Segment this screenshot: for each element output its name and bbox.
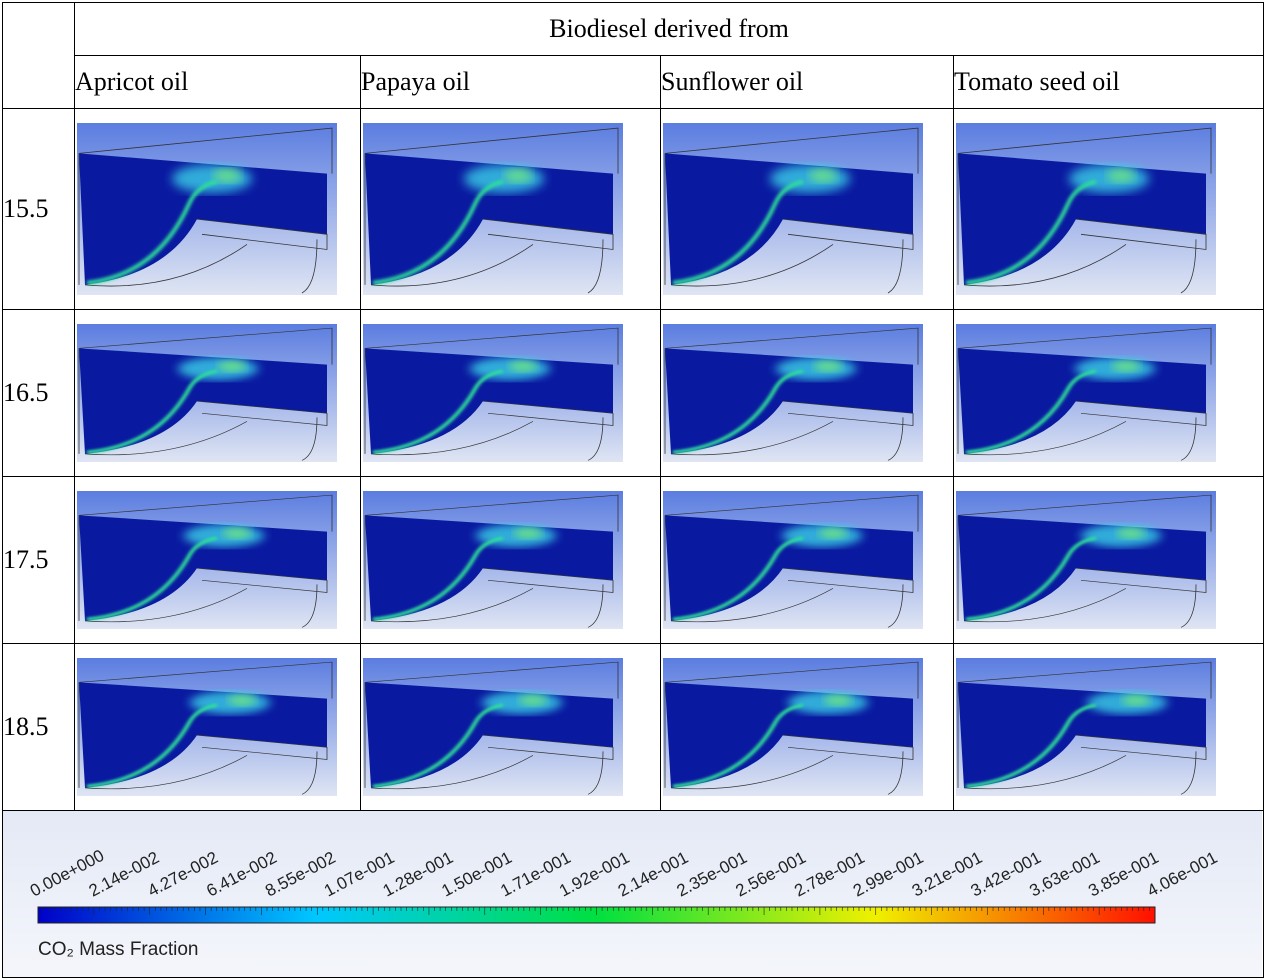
- simulation-image: [77, 658, 337, 796]
- image-cell: [75, 477, 361, 644]
- image-cell: [661, 477, 954, 644]
- column-header: Tomato seed oil: [954, 56, 1264, 109]
- header-cell: Biodiesel derived from: [75, 3, 1264, 56]
- simulation-image: [363, 123, 623, 295]
- plume-core: [1107, 169, 1135, 183]
- plume-core: [514, 528, 542, 539]
- image-cell: [75, 109, 361, 310]
- column-header: Apricot oil: [75, 56, 361, 109]
- image-cell: [361, 477, 661, 644]
- simulation-image: [363, 658, 623, 796]
- image-cell: [661, 644, 954, 811]
- image-cell: [75, 310, 361, 477]
- plume-core: [1112, 361, 1140, 372]
- simulation-image: [956, 658, 1216, 796]
- column-header: Papaya oil: [361, 56, 661, 109]
- row-label: 18.5: [3, 644, 75, 811]
- simulation-image: [956, 491, 1216, 629]
- plume: [184, 524, 264, 547]
- plume-core: [504, 169, 532, 183]
- table-row: 15.5: [3, 109, 1264, 310]
- legend-title: CO₂ Mass Fraction: [38, 939, 198, 960]
- image-cell: [361, 310, 661, 477]
- plume-core: [223, 528, 251, 539]
- plume: [770, 164, 850, 192]
- image-cell: [361, 109, 661, 310]
- table-row: 18.5: [3, 644, 1264, 811]
- simulation-image: [663, 658, 923, 796]
- page: Biodiesel derived from Apricot oilPapaya…: [0, 0, 1265, 974]
- results-table: Biodiesel derived from Apricot oilPapaya…: [2, 2, 1264, 978]
- plume-core: [218, 361, 246, 372]
- row-label: 16.5: [3, 310, 75, 477]
- plume-core: [1122, 695, 1150, 706]
- simulation-image: [663, 123, 923, 295]
- simulation-image: [363, 324, 623, 462]
- row-label: 17.5: [3, 477, 75, 644]
- colorbar: CO₂ Mass Fraction 0.00e+0002.14e-0024.27…: [3, 811, 1262, 977]
- header-row: Biodiesel derived from: [3, 3, 1264, 56]
- legend-cell: CO₂ Mass Fraction 0.00e+0002.14e-0024.27…: [3, 811, 1264, 978]
- table-row: 17.5: [3, 477, 1264, 644]
- image-cell: [954, 644, 1264, 811]
- image-cell: [661, 109, 954, 310]
- simulation-image: [663, 324, 923, 462]
- plume-core: [509, 361, 537, 372]
- plume-core: [1117, 528, 1145, 539]
- simulation-image: [663, 491, 923, 629]
- image-cell: [361, 644, 661, 811]
- plume-core: [814, 361, 842, 372]
- image-cell: [954, 310, 1264, 477]
- table-row: 16.5: [3, 310, 1264, 477]
- plume-core: [519, 695, 547, 706]
- simulation-image: [363, 491, 623, 629]
- image-cell: [954, 109, 1264, 310]
- simulation-image: [956, 324, 1216, 462]
- simulation-image: [77, 491, 337, 629]
- plume-core: [809, 169, 837, 183]
- image-cell: [75, 644, 361, 811]
- image-cell: [954, 477, 1264, 644]
- plume: [172, 164, 252, 192]
- plume: [178, 357, 258, 380]
- image-cell: [661, 310, 954, 477]
- plume: [470, 357, 550, 380]
- plume-core: [824, 695, 852, 706]
- plume-core: [213, 169, 241, 183]
- plume: [464, 164, 544, 192]
- column-header: Sunflower oil: [661, 56, 954, 109]
- plume-core: [819, 528, 847, 539]
- simulation-image: [77, 324, 337, 462]
- corner-cell: [3, 3, 75, 109]
- simulation-image: [77, 123, 337, 295]
- simulation-image: [956, 123, 1216, 295]
- plume-core: [228, 695, 256, 706]
- row-label: 15.5: [3, 109, 75, 310]
